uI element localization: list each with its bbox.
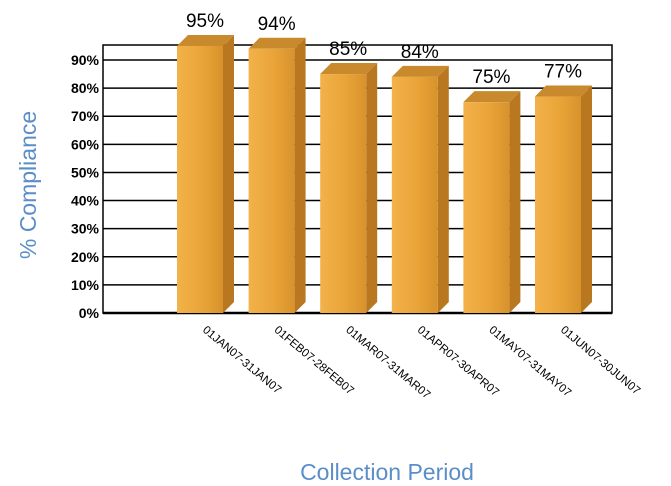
bar-side — [509, 91, 521, 314]
x-axis-ticks: 01JAN07-31JAN0701FEB07-28FEB0701MAR07-31… — [200, 324, 642, 401]
y-tick-label: 60% — [71, 136, 100, 152]
bar-front — [463, 102, 510, 314]
y-axis-ticks: 0% 10% 20% 30% 40% 50% 60% 70% 80% 90% — [71, 52, 100, 321]
bar-front — [391, 76, 438, 313]
data-label: 77% — [544, 62, 582, 83]
bar-top — [177, 34, 234, 46]
bar — [391, 65, 449, 313]
bars — [177, 34, 592, 314]
y-tick-label: 70% — [71, 108, 100, 124]
data-label: 84% — [401, 42, 439, 63]
bar-side — [366, 63, 378, 313]
bar-front — [320, 74, 367, 313]
y-tick-label: 30% — [71, 221, 100, 237]
bar — [320, 63, 378, 313]
bar-top — [320, 63, 378, 75]
y-tick-label: 10% — [71, 277, 100, 293]
bar-top — [391, 65, 449, 77]
bar-top — [248, 37, 306, 49]
x-tick-label: 01JAN07-31JAN07 — [200, 324, 283, 396]
bar-front — [535, 96, 581, 314]
y-tick-label: 40% — [71, 193, 100, 209]
bar-side — [223, 34, 234, 313]
data-label: 75% — [472, 67, 510, 88]
bar-front — [248, 48, 295, 313]
bar-side — [581, 85, 592, 314]
bar-top — [535, 85, 592, 97]
y-tick-label: 80% — [71, 80, 100, 96]
bar-front — [177, 45, 223, 313]
bar — [463, 91, 521, 314]
bar-side — [294, 37, 306, 313]
y-tick-label: 20% — [71, 249, 100, 265]
y-tick-label: 90% — [71, 52, 100, 68]
bar — [535, 85, 592, 314]
x-axis-label: Collection Period — [300, 459, 474, 485]
data-label: 95% — [186, 11, 224, 32]
data-labels: 95% 94% 85% 84% 75% 77% — [186, 11, 582, 88]
data-label: 94% — [258, 14, 296, 35]
bar — [248, 37, 306, 313]
y-tick-label: 50% — [71, 164, 100, 180]
x-tick-label: 01FEB07-28FEB07 — [272, 324, 356, 397]
x-tick-label: 01JUN07-30JUN07 — [558, 324, 642, 397]
y-axis-label: % Compliance — [15, 111, 41, 259]
y-tick-label: 0% — [79, 305, 100, 321]
bar-top — [463, 91, 521, 103]
bar — [177, 34, 234, 313]
bar-side — [437, 65, 449, 313]
data-label: 85% — [329, 39, 367, 60]
